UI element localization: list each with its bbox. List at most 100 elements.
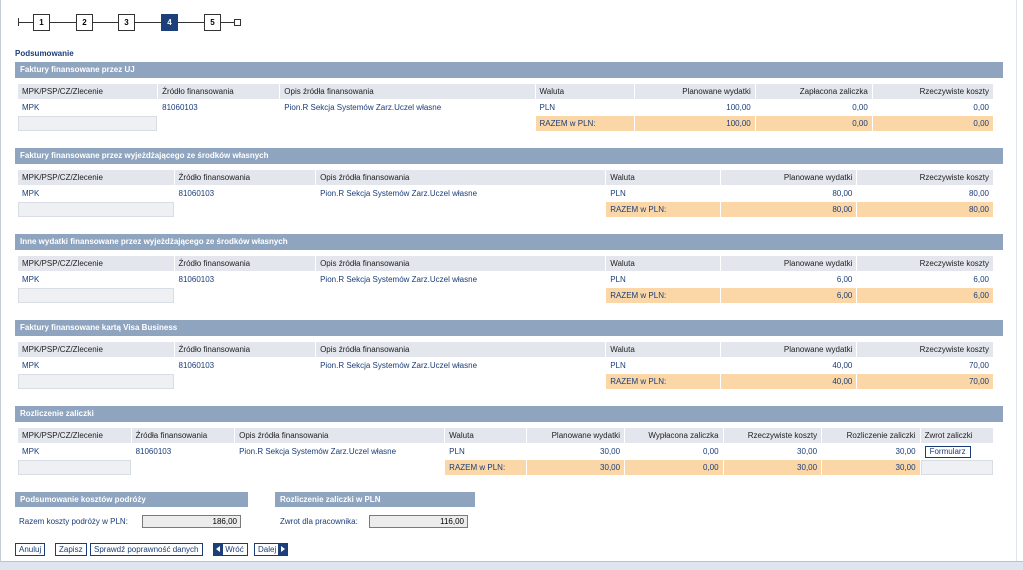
cell-source-desc: Pion.R Sekcja Systemów Zarz.Uczel własne: [316, 272, 606, 287]
blank-cell: [316, 202, 605, 217]
back-button-label: Wróć: [225, 545, 244, 554]
blank-cell: [18, 116, 158, 131]
col-mpk: MPK/PSP/CZ/Zlecenie: [18, 428, 131, 443]
wizard-stepper: 1 2 3 4 5: [18, 14, 258, 31]
validate-button[interactable]: Sprawdź poprawność danych: [90, 543, 203, 556]
step-5[interactable]: 5: [204, 14, 221, 31]
table-header-row: MPK/PSP/CZ/Zlecenie Źródło finansowania …: [18, 170, 993, 185]
col-source: Źródło finansowania: [174, 256, 316, 271]
step-1[interactable]: 1: [33, 14, 50, 31]
total-advance-paid-out: 0,00: [625, 460, 723, 475]
section-header-other-expenses: Inne wydatki finansowane przez wyjeżdżaj…: [15, 234, 1003, 250]
summary-costs-label: Razem koszty podróży w PLN:: [19, 517, 128, 526]
col-source-desc: Opis źródła finansowania: [316, 256, 606, 271]
col-mpk: MPK/PSP/CZ/Zlecenie: [18, 84, 158, 99]
form-button[interactable]: Formularz: [924, 445, 971, 458]
col-advance-return: Zwrot zaliczki: [920, 428, 993, 443]
summary-costs-header: Podsumowanie kosztów podróży: [15, 492, 248, 507]
total-label: RAZEM w PLN:: [606, 288, 720, 303]
cancel-button[interactable]: Anuluj: [15, 543, 46, 556]
total-row: RAZEM w PLN: 100,00 0,00 0,00: [18, 116, 993, 131]
table-header-row: MPK/PSP/CZ/Zlecenie Źródło finansowania …: [18, 84, 993, 99]
back-button[interactable]: Wróć: [213, 543, 248, 556]
cell-actual: 70,00: [857, 358, 993, 373]
col-source-desc: Opis źródła finansowania: [316, 342, 606, 357]
col-source: Źródło finansowania: [174, 342, 316, 357]
section-header-own-invoices: Faktury finansowane przez wyjeżdżającego…: [15, 148, 1003, 164]
summary-advance-field: 116,00: [369, 515, 468, 528]
cell-planned: 30,00: [526, 444, 625, 459]
stepper-end-box: [234, 19, 241, 26]
step-2[interactable]: 2: [76, 14, 93, 31]
cell-mpk: MPK: [18, 186, 174, 201]
table-other-expenses: MPK/PSP/CZ/Zlecenie Źródło finansowania …: [17, 255, 994, 304]
save-button[interactable]: Zapisz: [55, 543, 87, 556]
cell-planned: 100,00: [634, 100, 755, 115]
total-row: RAZEM w PLN: 40,00 70,00: [18, 374, 993, 389]
total-label: RAZEM w PLN:: [606, 374, 720, 389]
col-planned: Planowane wydatki: [720, 170, 857, 185]
total-settlement: 30,00: [822, 460, 920, 475]
table-uj-invoices: MPK/PSP/CZ/Zlecenie Źródło finansowania …: [17, 83, 994, 132]
cell-actual: 30,00: [723, 444, 822, 459]
col-planned: Planowane wydatki: [720, 342, 857, 357]
total-planned: 30,00: [526, 460, 625, 475]
blank-cell: [175, 374, 316, 389]
cell-source: 81060103: [131, 444, 235, 459]
blank-cell: [18, 460, 131, 475]
section-header-uj-invoices: Faktury finansowane przez UJ: [15, 62, 1003, 78]
blank-cell: [175, 202, 316, 217]
cell-mpk: MPK: [18, 358, 174, 373]
blank-cell: [158, 116, 279, 131]
next-button[interactable]: Dalej: [254, 543, 289, 556]
total-actual: 70,00: [857, 374, 993, 389]
table-row: MPK 81060103 Pion.R Sekcja Systemów Zarz…: [18, 272, 993, 287]
col-currency: Waluta: [606, 342, 720, 357]
col-source-desc: Opis źródła finansowania: [280, 84, 535, 99]
cell-currency: PLN: [445, 444, 526, 459]
col-source: Źródła finansowania: [131, 428, 235, 443]
total-row: RAZEM w PLN: 80,00 80,00: [18, 202, 993, 217]
summary-advance-header: Rozliczenie zaliczki w PLN: [275, 492, 475, 507]
table-header-row: MPK/PSP/CZ/Zlecenie Źródło finansowania …: [18, 256, 993, 271]
col-currency: Waluta: [445, 428, 526, 443]
table-own-invoices: MPK/PSP/CZ/Zlecenie Źródło finansowania …: [17, 169, 994, 218]
blank-cell: [18, 202, 174, 217]
table-visa-business: MPK/PSP/CZ/Zlecenie Źródło finansowania …: [17, 341, 994, 390]
cell-actual: 0,00: [872, 100, 993, 115]
blank-cell: [280, 116, 534, 131]
step-3[interactable]: 3: [118, 14, 135, 31]
col-advance-paid: Zapłacona zaliczka: [755, 84, 872, 99]
table-row: MPK 81060103 Pion.R Sekcja Systemów Zarz…: [18, 186, 993, 201]
cell-source-desc: Pion.R Sekcja Systemów Zarz.Uczel własne: [280, 100, 535, 115]
col-actual: Rzeczywiste koszty: [857, 342, 993, 357]
blank-cell: [316, 374, 605, 389]
total-planned: 6,00: [720, 288, 857, 303]
arrow-left-icon: [214, 544, 223, 555]
next-button-label: Dalej: [258, 545, 277, 554]
col-source-desc: Opis źródła finansowania: [235, 428, 445, 443]
step-4-active[interactable]: 4: [161, 14, 178, 31]
cell-source: 81060103: [174, 358, 316, 373]
cell-source-desc: Pion.R Sekcja Systemów Zarz.Uczel własne: [235, 444, 445, 459]
table-header-row: MPK/PSP/CZ/Zlecenie Źródła finansowania …: [18, 428, 993, 443]
cell-source: 81060103: [158, 100, 280, 115]
table-advance-settlement: MPK/PSP/CZ/Zlecenie Źródła finansowania …: [17, 427, 994, 476]
col-planned: Planowane wydatki: [634, 84, 755, 99]
col-mpk: MPK/PSP/CZ/Zlecenie: [18, 256, 174, 271]
cell-actual: 80,00: [857, 186, 993, 201]
arrow-right-icon: [278, 544, 288, 555]
blank-cell: [132, 460, 235, 475]
total-actual: 30,00: [723, 460, 822, 475]
col-source: Źródło finansowania: [174, 170, 316, 185]
cell-actual: 6,00: [857, 272, 993, 287]
cell-currency: PLN: [606, 358, 720, 373]
cell-currency: PLN: [606, 186, 720, 201]
cell-source: 81060103: [174, 272, 316, 287]
blank-cell: [175, 288, 316, 303]
cell-currency: PLN: [535, 100, 634, 115]
table-row: MPK 81060103 Pion.R Sekcja Systemów Zarz…: [18, 358, 993, 373]
right-border: [1016, 0, 1017, 561]
table-header-row: MPK/PSP/CZ/Zlecenie Źródło finansowania …: [18, 342, 993, 357]
col-currency: Waluta: [535, 84, 634, 99]
